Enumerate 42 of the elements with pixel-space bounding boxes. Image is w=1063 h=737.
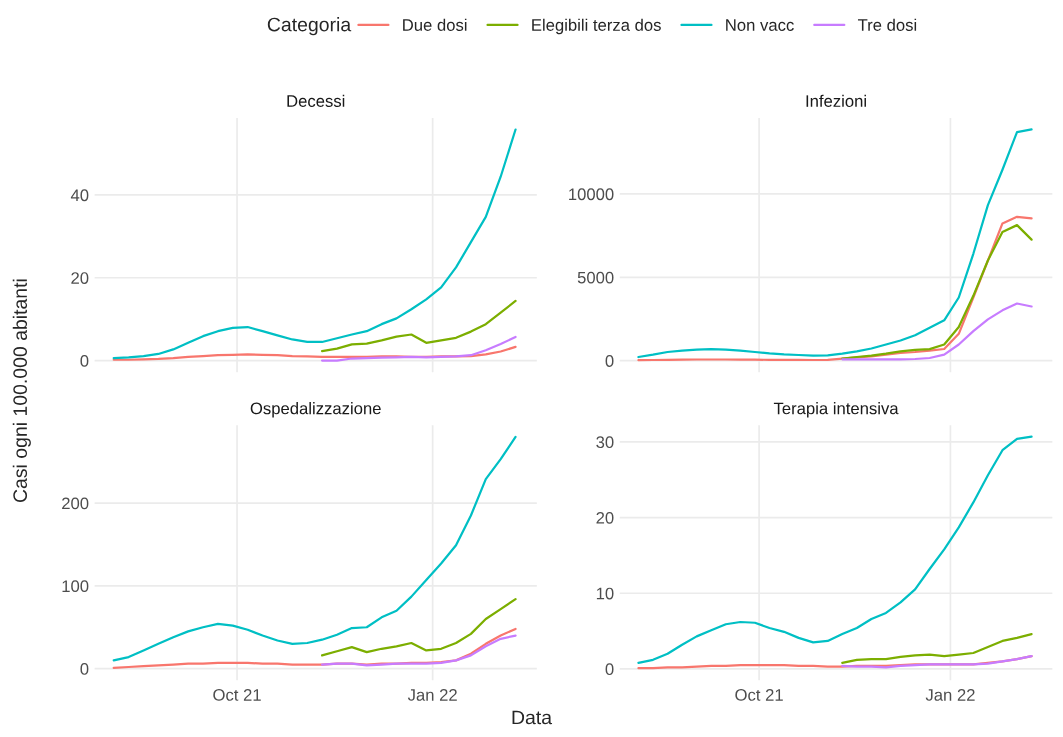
line-series — [112, 345, 517, 361]
line-series — [841, 654, 1033, 669]
line-series — [320, 335, 517, 362]
y-tick-label: 10 — [596, 587, 614, 600]
x-tick-label: Oct 21 — [213, 689, 261, 701]
y-tick-label: 5000 — [577, 271, 614, 284]
y-tick-label: 100 — [62, 580, 89, 593]
line-series — [637, 215, 1033, 362]
y-tick-label: 30 — [596, 436, 614, 449]
y-tick-label: 0 — [605, 355, 614, 367]
line-series — [637, 128, 1033, 359]
line-series — [320, 598, 517, 657]
legend-label: Tre dosi — [857, 18, 917, 31]
y-tick-label: 0 — [80, 354, 89, 367]
line-series — [320, 299, 517, 353]
line-series — [637, 435, 1033, 664]
chart-title: Decessi — [287, 94, 345, 107]
y-tick-label: 20 — [596, 511, 614, 524]
x-tick-label: Jan 22 — [925, 689, 975, 701]
line-series — [841, 632, 1033, 664]
legend-label: Due dosi — [403, 18, 467, 31]
line-series — [112, 435, 517, 662]
y-tick-label: 40 — [70, 189, 89, 202]
x-axis-title: Data — [512, 710, 553, 725]
y-tick-label: 20 — [71, 272, 89, 284]
chart-title: Terapia intensiva — [773, 402, 899, 418]
y-tick-label: 200 — [62, 497, 89, 510]
legend-label: Elegibili terza dos — [532, 18, 661, 35]
y-tick-label: 0 — [605, 663, 614, 676]
chart-title: Ospedalizzazione — [250, 402, 381, 418]
y-axis-title: Casi ogni 100.000 abitanti — [12, 279, 31, 503]
line-series — [841, 224, 1033, 360]
legend-label: Non vacc — [726, 19, 794, 31]
chart-title: Infezioni — [806, 94, 866, 107]
x-tick-label: Oct 21 — [735, 689, 783, 701]
line-series — [841, 302, 1033, 361]
legend-title: Categoria — [267, 17, 352, 36]
y-tick-label: 0 — [80, 663, 89, 675]
line-series — [320, 634, 517, 667]
line-series — [112, 128, 517, 360]
x-tick-label: Jan 22 — [407, 689, 457, 701]
y-tick-label: 10000 — [569, 188, 614, 201]
